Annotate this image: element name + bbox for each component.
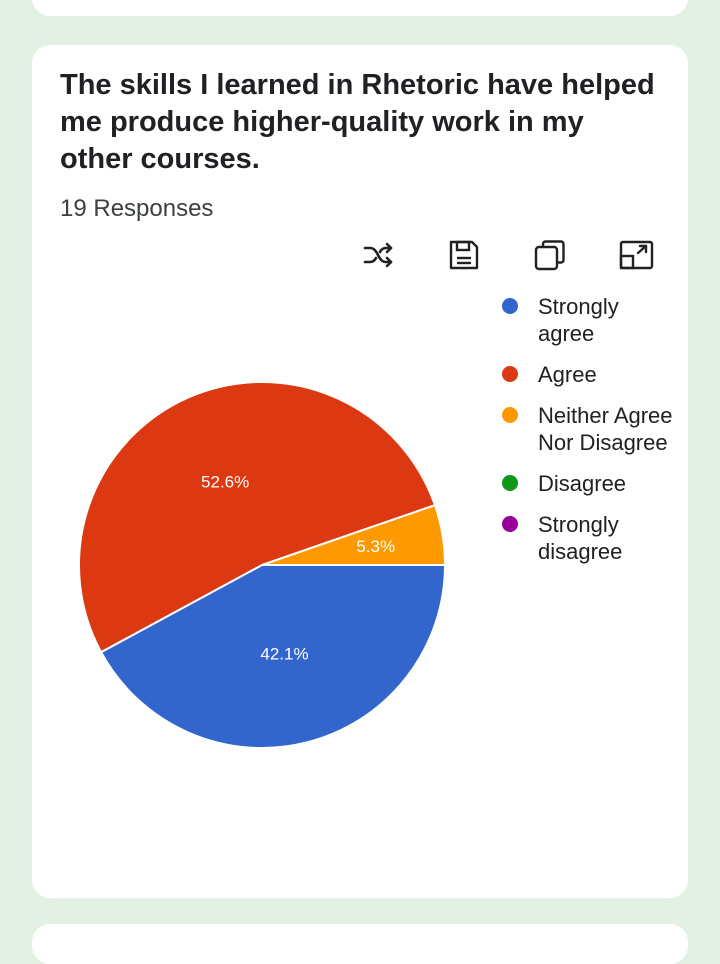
legend-item-agree[interactable]: Agree	[500, 361, 680, 388]
legend-item-strongly-disagree[interactable]: Strongly disagree	[500, 511, 680, 565]
legend-item-strongly-agree[interactable]: Strongly agree	[500, 293, 680, 347]
legend-dot-icon	[502, 366, 518, 382]
legend-dot-icon	[502, 516, 518, 532]
question-card: The skills I learned in Rhetoric have he…	[32, 45, 688, 898]
pie-slice-strongly-agree[interactable]	[99, 564, 447, 749]
question-title: The skills I learned in Rhetoric have he…	[60, 69, 655, 175]
legend-item-neither-agree-nor-disagree[interactable]: Neither Agree Nor Disagree	[500, 402, 680, 456]
pie-chart: 42.1% 52.6% 5.3%	[78, 381, 447, 749]
save-button[interactable]	[444, 235, 484, 275]
legend-label: Strongly disagree	[538, 512, 623, 564]
legend-dot-icon	[502, 407, 518, 423]
pie-label-strongly-agree: 42.1%	[260, 645, 308, 664]
save-icon	[449, 240, 479, 270]
previous-question-card	[32, 0, 688, 16]
legend-dot-icon	[502, 475, 518, 491]
copy-button[interactable]	[530, 235, 570, 275]
shuffle-icon	[363, 242, 393, 268]
expand-icon	[619, 240, 654, 270]
pie-slice-agree[interactable]	[78, 381, 437, 654]
shuffle-button[interactable]	[358, 235, 398, 275]
legend-item-disagree[interactable]: Disagree	[500, 470, 680, 497]
copy-icon	[534, 240, 565, 271]
legend-label: Neither Agree Nor Disagree	[538, 403, 673, 455]
response-count: 19 Responses	[60, 195, 214, 222]
pie-label-agree: 52.6%	[201, 472, 249, 491]
chart-toolbar	[352, 235, 672, 275]
legend-dot-icon	[502, 298, 518, 314]
expand-button[interactable]	[616, 235, 656, 275]
chart-legend: Strongly agree Agree Neither Agree Nor Dis…	[500, 293, 680, 579]
legend-label: Agree	[538, 362, 597, 387]
next-question-card	[32, 924, 688, 964]
pie-label-neither-agree-nor-disagree: 5.3%	[356, 537, 395, 556]
legend-label: Strongly agree	[538, 294, 619, 346]
pie-slice-neither-agree-nor-disagree[interactable]	[261, 503, 447, 566]
legend-label: Disagree	[538, 471, 627, 496]
